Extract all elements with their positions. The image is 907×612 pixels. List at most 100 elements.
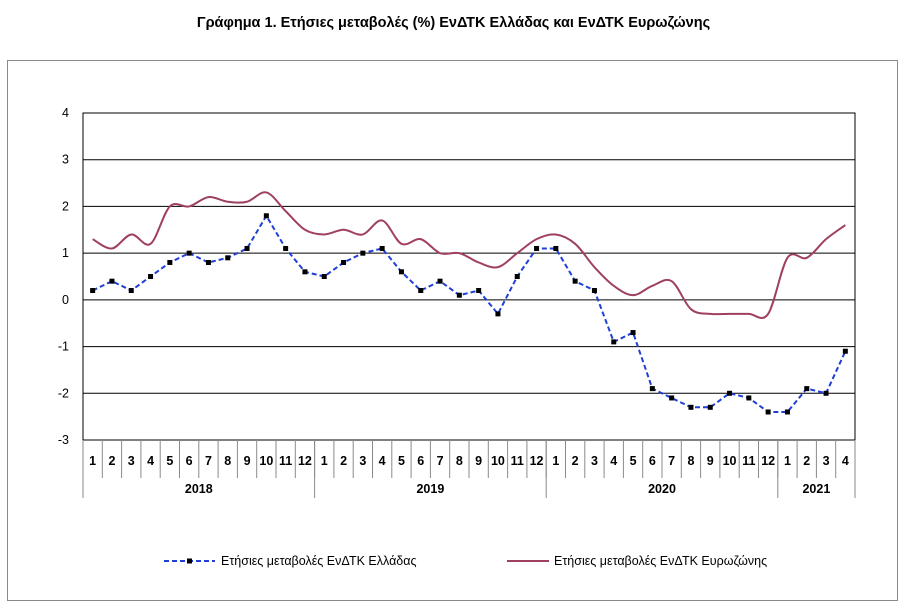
x-tick-label: 3 [823,454,830,468]
x-tick-label: 4 [379,454,386,468]
x-tick-label: 1 [89,454,96,468]
x-tick-label: 10 [491,454,505,468]
data-point-greece [591,288,597,294]
data-point-greece [186,250,192,256]
y-tick-label: -1 [58,340,69,354]
x-tick-label: 7 [437,454,444,468]
x-tick-label: 7 [205,454,212,468]
year-label: 2018 [185,482,213,496]
data-point-greece [688,404,694,410]
chart-title: Γράφημα 1. Ετήσιες μεταβολές (%) ΕνΔΤΚ Ε… [196,15,711,31]
x-tick-label: 10 [723,454,737,468]
x-tick-label: 6 [186,454,193,468]
data-point-greece [109,278,115,284]
x-tick-label: 2 [572,454,579,468]
data-point-greece [398,269,404,275]
x-tick-label: 11 [742,454,755,468]
data-point-greece [90,288,96,294]
data-point-greece [341,259,347,265]
x-tick-label: 12 [530,454,544,468]
year-label: 2020 [648,482,676,496]
data-point-greece [611,339,617,345]
x-tick-label: 11 [279,454,292,468]
x-tick-label: 4 [842,454,849,468]
x-tick-label: 6 [649,454,656,468]
data-point-greece [784,409,790,415]
x-tick-label: 4 [610,454,617,468]
data-point-greece [128,288,134,294]
data-point-greece [437,278,443,284]
data-point-greece [553,245,559,251]
year-label: 2021 [802,482,830,496]
data-point-greece [418,288,424,294]
x-tick-label: 1 [321,454,328,468]
x-tick-label: 5 [630,454,637,468]
data-point-greece [167,259,173,265]
data-point-greece [707,404,713,410]
y-tick-label: -3 [58,433,69,447]
x-tick-label: 4 [147,454,154,468]
x-tick-label: 3 [359,454,366,468]
data-point-greece [630,330,636,336]
data-point-greece [321,274,327,279]
x-tick-label: 9 [707,454,714,468]
data-point-greece [746,395,752,401]
data-point-greece [765,409,771,415]
x-tick-label: 1 [784,454,791,468]
x-tick-label: 12 [298,454,312,468]
data-point-greece [727,390,733,396]
legend-label-greece: Ετήσιες μεταβολές ΕνΔΤΚ Ελλάδας [221,554,417,568]
data-point-greece [649,386,655,392]
data-point-greece [823,390,829,396]
y-tick-label: 3 [62,153,69,167]
series-line-greece [92,213,847,413]
y-tick-label: 2 [62,199,69,213]
y-tick-label: -2 [58,386,69,400]
data-point-greece [244,245,250,251]
y-tick-label: 0 [62,293,69,307]
data-point-greece [804,386,810,392]
x-tick-label: 9 [475,454,482,468]
data-point-greece [225,255,231,261]
series-line-eurozone [92,191,846,319]
series [90,191,848,415]
data-point-greece [669,395,675,401]
data-point-greece [514,274,520,279]
data-point-greece [476,288,482,294]
x-tick-label: 2 [803,454,810,468]
x-tick-label: 11 [511,454,524,468]
x-tick-label: 8 [224,454,231,468]
chart-frame [7,60,898,601]
data-point-greece [263,213,269,219]
x-tick-label: 3 [128,454,135,468]
data-point-greece [283,245,289,251]
data-point-greece [148,274,154,279]
legend: Ετήσιες μεταβολές ΕνΔΤΚ Ελλάδας Ετήσιες μ… [164,554,767,568]
x-tick-label: 10 [259,454,273,468]
data-point-greece [360,250,366,256]
y-tick-label: 4 [62,106,69,120]
data-point-greece [205,259,211,265]
x-tick-label: 3 [591,454,598,468]
x-tick-label: 1 [552,454,559,468]
data-point-greece [534,245,540,251]
x-tick-label: 2 [108,454,115,468]
data-point-greece [495,311,501,317]
y-tick-label: 1 [62,246,69,260]
data-point-greece [842,348,848,354]
data-point-greece [379,245,385,251]
data-point-greece [572,278,578,284]
legend-label-eurozone: Ετήσιες μεταβολές ΕνΔΤΚ Ευρωζώνης [554,554,767,568]
year-label: 2019 [416,482,444,496]
x-tick-label: 8 [456,454,463,468]
legend-marker-greece [187,558,192,564]
x-tick-label: 5 [166,454,173,468]
data-point-greece [456,292,462,298]
x-tick-label: 2 [340,454,347,468]
x-tick-label: 8 [687,454,694,468]
x-tick-label: 9 [244,454,251,468]
x-tick-label: 6 [417,454,424,468]
data-point-greece [302,269,308,275]
